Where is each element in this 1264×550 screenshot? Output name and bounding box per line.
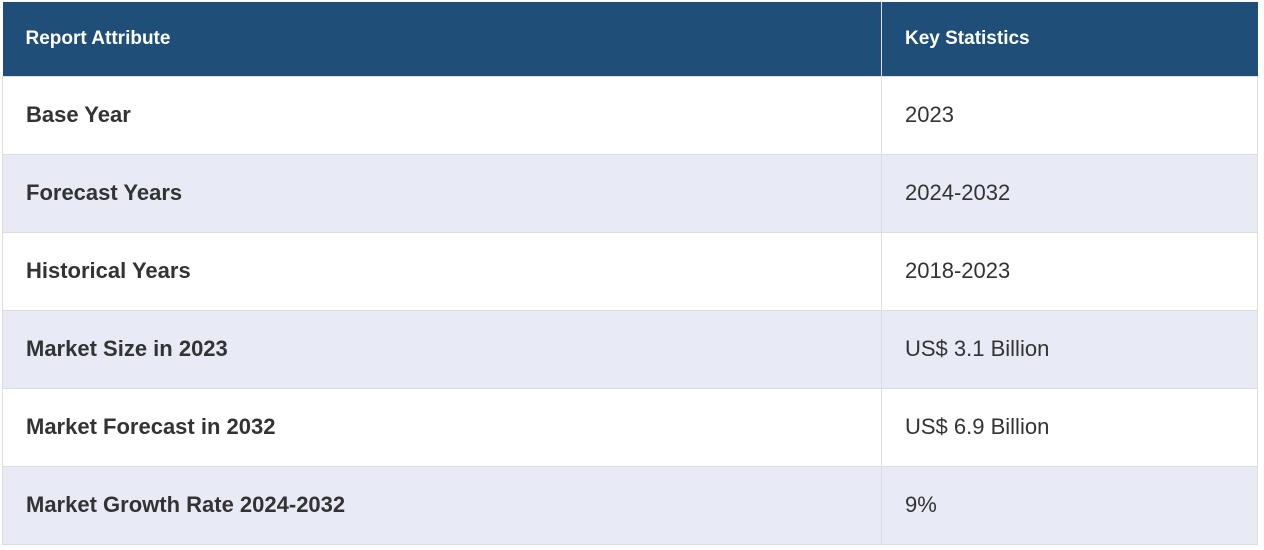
row-value: 2024-2032 [881, 153, 1258, 233]
row-attribute: Market Growth Rate 2024-2032 [2, 465, 882, 545]
row-attribute: Historical Years [2, 231, 882, 311]
row-value: 9% [881, 465, 1258, 545]
table-row: Historical Years 2018-2023 [2, 231, 1258, 311]
table-row: Forecast Years 2024-2032 [2, 153, 1258, 233]
row-value: US$ 3.1 Billion [881, 309, 1258, 389]
row-attribute: Base Year [2, 75, 882, 155]
header-report-attribute: Report Attribute [2, 2, 882, 76]
table-row: Market Size in 2023 US$ 3.1 Billion [2, 309, 1258, 389]
row-attribute: Market Forecast in 2032 [2, 387, 882, 467]
table-row: Market Growth Rate 2024-2032 9% [2, 465, 1258, 545]
header-key-statistics: Key Statistics [881, 2, 1258, 76]
table-row: Base Year 2023 [2, 75, 1258, 155]
table-row: Market Forecast in 2032 US$ 6.9 Billion [2, 387, 1258, 467]
row-attribute: Forecast Years [2, 153, 882, 233]
row-value: US$ 6.9 Billion [881, 387, 1258, 467]
table-body: Base Year 2023 Forecast Years 2024-2032 … [2, 75, 1258, 545]
table-header: Report Attribute Key Statistics [2, 2, 1258, 76]
row-value: 2023 [881, 75, 1258, 155]
header-row: Report Attribute Key Statistics [2, 2, 1258, 76]
row-attribute: Market Size in 2023 [2, 309, 882, 389]
row-value: 2018-2023 [881, 231, 1258, 311]
